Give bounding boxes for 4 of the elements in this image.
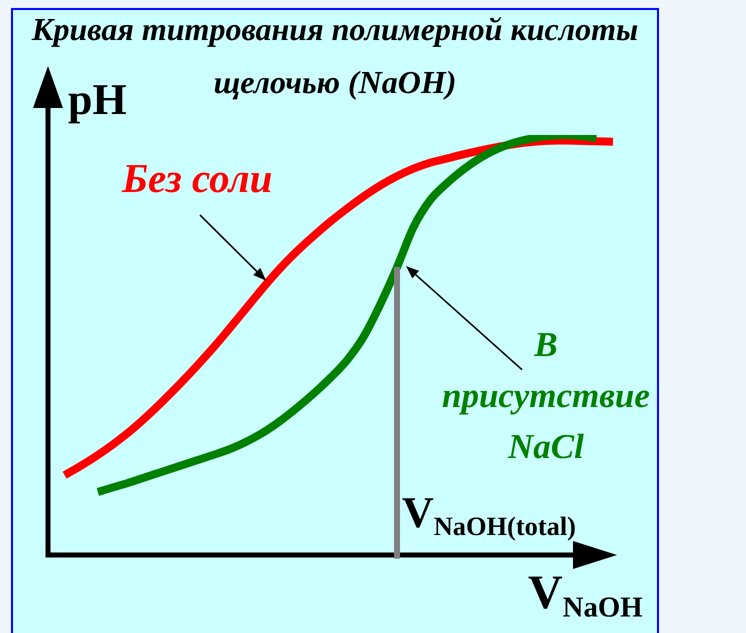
annotation: V$_{NaOH(total)}$	[402, 488, 576, 541]
x-axis-title: V$_{NaOH}$	[528, 566, 643, 624]
series-label: Без соли	[122, 155, 272, 201]
series-label: В присутствие NaCl	[442, 324, 650, 468]
